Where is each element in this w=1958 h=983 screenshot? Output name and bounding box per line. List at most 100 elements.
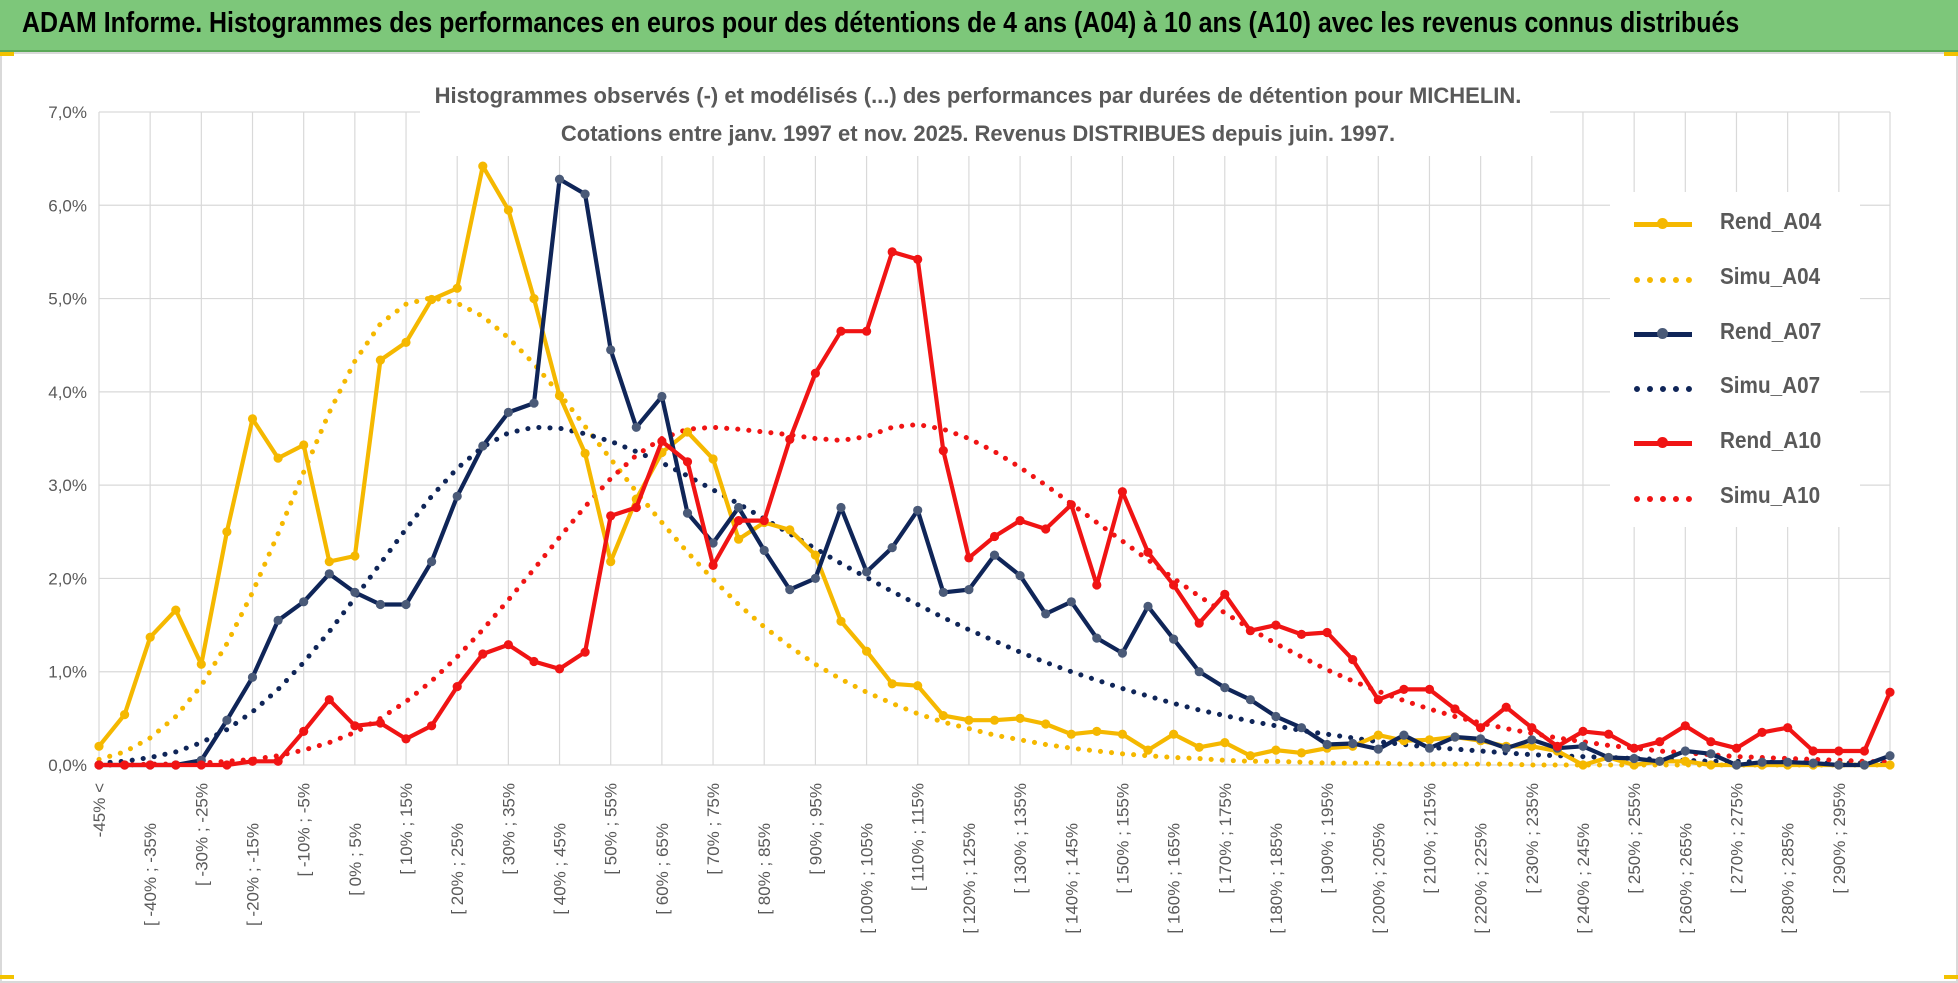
data-point xyxy=(810,550,821,560)
data-point xyxy=(401,734,411,744)
x-tick-label: [ 210% ; 215% xyxy=(1420,783,1439,894)
data-point xyxy=(1859,760,1869,770)
data-point xyxy=(938,446,948,456)
data-point xyxy=(657,391,667,402)
legend-label-simu-a07: Simu_A07 xyxy=(1720,372,1821,398)
data-point xyxy=(375,718,385,728)
data-point xyxy=(1680,746,1690,756)
y-tick-label: 6,0% xyxy=(48,196,87,215)
data-point xyxy=(427,294,437,305)
x-tick-label: [ 220% ; 225% xyxy=(1472,823,1491,934)
data-point xyxy=(1245,695,1255,705)
data-point xyxy=(938,711,948,721)
data-point xyxy=(1041,719,1051,729)
data-point xyxy=(913,681,923,691)
data-point xyxy=(708,454,718,464)
data-point xyxy=(529,398,539,408)
data-point xyxy=(810,368,821,378)
data-point xyxy=(1604,729,1614,739)
legend-item-rend-a04: Rend_A04 xyxy=(1634,202,1854,242)
legend-item-simu-a04: Simu_A04 xyxy=(1634,257,1854,297)
data-point xyxy=(324,557,334,567)
x-tick-label: [ 30% ; 35% xyxy=(499,783,518,875)
data-point xyxy=(452,491,462,501)
data-point xyxy=(120,760,130,770)
y-tick-label: 1,0% xyxy=(48,663,87,682)
data-point xyxy=(350,721,360,731)
legend-marker-rend-a07 xyxy=(1657,328,1668,339)
data-point xyxy=(120,710,130,720)
data-point xyxy=(1373,744,1383,754)
data-point xyxy=(222,715,232,725)
data-point xyxy=(785,585,795,595)
x-tick-label: [ 90% ; 95% xyxy=(806,783,825,875)
x-tick-label: [ -30% ; -25% xyxy=(192,783,211,886)
data-point xyxy=(989,715,1000,725)
data-point xyxy=(1220,738,1230,748)
data-point xyxy=(1680,721,1690,731)
x-axis-ticks: -45% < [ -40% ; -35% [ -30% ; -25% [ -20% ;… xyxy=(90,783,1849,934)
data-point xyxy=(427,721,437,731)
data-point xyxy=(350,551,360,561)
x-tick-label: [ 150% ; 155% xyxy=(1113,783,1132,894)
data-point xyxy=(682,427,693,437)
legend-item-rend-a07: Rend_A07 xyxy=(1634,312,1854,352)
data-point xyxy=(1757,757,1767,767)
data-point xyxy=(1450,732,1460,742)
x-tick-label: [ 10% ; 15% xyxy=(397,783,416,875)
data-point xyxy=(1169,634,1179,644)
data-point xyxy=(1220,683,1230,693)
data-point xyxy=(1680,756,1690,766)
data-point xyxy=(1373,730,1383,740)
series-lines xyxy=(94,161,1895,770)
x-tick-label: [ 40% ; 45% xyxy=(551,823,570,915)
x-tick-label: [ 170% ; 175% xyxy=(1216,783,1235,894)
x-tick-label: [ 200% ; 205% xyxy=(1369,823,1388,934)
legend-label-rend-a07: Rend_A07 xyxy=(1720,318,1822,344)
chart-frame xyxy=(0,52,1958,983)
data-point xyxy=(375,355,385,365)
banner-title: ADAM Informe. Histogrammes des performan… xyxy=(22,7,1740,39)
data-point xyxy=(1092,633,1102,643)
data-point xyxy=(299,726,309,737)
data-point xyxy=(427,557,437,567)
data-point xyxy=(1655,737,1665,747)
data-point xyxy=(887,543,897,553)
data-point xyxy=(1527,723,1537,733)
data-point xyxy=(606,511,616,521)
x-tick-label: [ 160% ; 165% xyxy=(1165,823,1184,934)
x-tick-label: [ 140% ; 145% xyxy=(1062,823,1081,934)
data-point xyxy=(887,679,897,689)
legend-marker-rend-a10 xyxy=(1657,437,1668,448)
data-point xyxy=(196,760,206,770)
data-point xyxy=(1143,601,1153,612)
data-point xyxy=(350,587,360,598)
data-point xyxy=(1808,746,1818,756)
data-point xyxy=(1296,748,1307,758)
data-point xyxy=(401,337,411,347)
data-point xyxy=(247,672,258,682)
x-tick-label: [ 0% ; 5% xyxy=(346,823,365,896)
data-point xyxy=(1501,743,1511,753)
data-point xyxy=(324,695,334,705)
data-point xyxy=(913,505,923,515)
data-point xyxy=(989,531,1000,542)
data-point xyxy=(1296,723,1307,733)
y-tick-label: 2,0% xyxy=(48,569,87,588)
data-point xyxy=(1706,749,1716,759)
y-tick-label: 3,0% xyxy=(48,476,87,495)
data-point xyxy=(1629,760,1639,770)
data-point xyxy=(1169,580,1179,590)
x-tick-label: [ 20% ; 25% xyxy=(448,823,467,915)
data-point xyxy=(478,649,488,659)
data-point xyxy=(145,632,155,642)
data-point xyxy=(1655,756,1665,766)
data-point xyxy=(324,569,334,579)
data-point xyxy=(503,407,513,417)
data-point xyxy=(682,508,693,518)
data-point xyxy=(631,502,641,513)
series-rend-a10 xyxy=(94,247,1895,770)
data-point xyxy=(1527,741,1537,751)
data-point xyxy=(708,538,718,548)
series-line xyxy=(96,424,1893,767)
